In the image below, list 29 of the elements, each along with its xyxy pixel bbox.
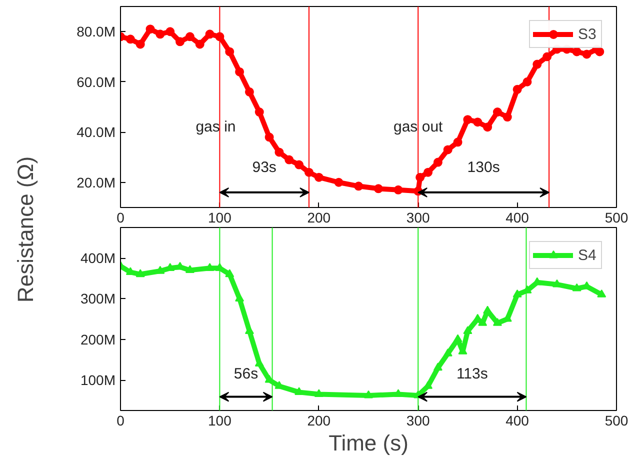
y-tick-label: 400M [80, 250, 116, 266]
y-tick-label: 80.0M [76, 24, 116, 40]
x-axis-title: Time (s) [328, 430, 408, 456]
x-tick-label: 300 [406, 210, 430, 226]
x-tick-label: 200 [307, 412, 331, 428]
x-tick-label: 500 [604, 210, 628, 226]
annotation: 93s [252, 158, 276, 176]
x-tick-label: 0 [116, 210, 125, 226]
x-tick-label: 0 [116, 412, 125, 428]
annotation: 113s [456, 365, 488, 382]
y-tick-label: 40.0M [76, 124, 116, 140]
y-tick-label: 60.0M [76, 74, 116, 90]
x-tick-label: 300 [406, 412, 430, 428]
x-tick-label: 500 [604, 412, 628, 428]
annotation: 130s [467, 158, 500, 176]
x-tick-label: 100 [208, 210, 232, 226]
y-tick-label: 100M [80, 372, 116, 388]
x-tick-label: 400 [506, 210, 530, 226]
y-axis-title: Resistance (Ω) [13, 156, 38, 303]
y-tick-label: 300M [80, 290, 116, 307]
legend-label: S3 [578, 26, 598, 42]
x-tick-label: 100 [208, 412, 232, 428]
y-tick-label: 20.0M [76, 174, 116, 190]
x-tick-label: 200 [307, 210, 331, 226]
legend-label: S4 [578, 246, 598, 264]
x-tick-label: 400 [506, 412, 530, 428]
annotation: gas out [394, 118, 444, 136]
y-tick-label: 200M [80, 331, 116, 348]
annotation: 56s [234, 365, 258, 382]
